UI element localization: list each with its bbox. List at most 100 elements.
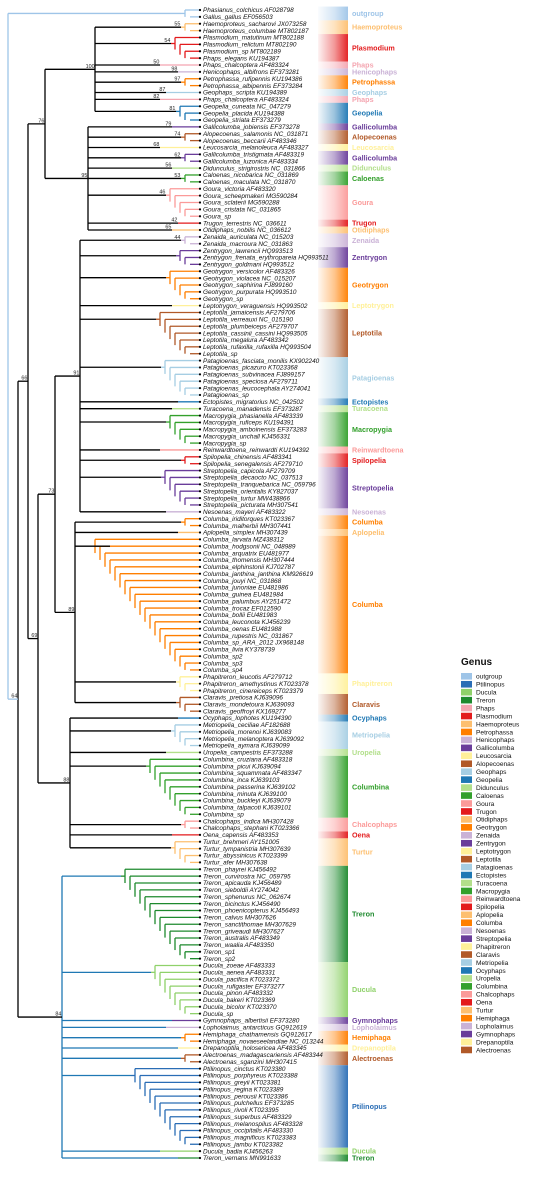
tip-node xyxy=(198,160,202,163)
tip-label: Columba_palumbus AY251472 xyxy=(203,598,291,605)
genus-label: Leucosarcia xyxy=(352,143,395,152)
tip-label: Columba_oenas EU481988 xyxy=(203,626,282,633)
tip-label: Petrophassa_rufipennis KU194386 xyxy=(203,76,303,83)
tip-node xyxy=(198,1012,202,1015)
legend-swatch xyxy=(461,784,472,791)
genus-band xyxy=(318,1147,348,1155)
genus-band xyxy=(318,171,348,186)
legend-swatch xyxy=(461,1006,472,1014)
tip-label: Ducula_bakeri KT023369 xyxy=(203,997,276,1004)
tip-node xyxy=(198,373,202,376)
tip-label: Ducula_bicolor KT023370 xyxy=(203,1004,277,1011)
tip-label: Metriopelia_aymara KJ639099 xyxy=(203,743,290,750)
tip-node xyxy=(198,118,202,122)
tip-node xyxy=(198,895,202,898)
genus-label: Ptilinopus xyxy=(352,1102,387,1111)
genus-label: Ectopistes xyxy=(352,397,388,406)
tip-label: Gallicolumba_jobiensis EF373278 xyxy=(203,124,300,131)
legend-swatch xyxy=(461,919,472,927)
tip-node xyxy=(198,620,202,623)
legend-item-label: Uropelia xyxy=(476,976,501,983)
tip-label: Geotrygon_versicolor AF483326 xyxy=(203,268,295,275)
tip-label: Columbina_sp xyxy=(203,811,244,818)
support-value: 44 xyxy=(174,235,180,241)
tip-label: Gallicolumba_tristigmata AF483319 xyxy=(203,152,304,159)
legend-swatch xyxy=(461,832,472,839)
legend-swatch xyxy=(461,863,472,871)
legend-swatch xyxy=(461,816,472,823)
legend-item-label: Leptotrygon xyxy=(476,849,511,856)
legend-swatch xyxy=(461,871,472,879)
tip-label: Trugon_terrestris NC_036611 xyxy=(203,220,287,227)
tip-node xyxy=(198,1053,202,1056)
tip-node xyxy=(198,1067,202,1070)
legend-swatch xyxy=(461,1022,472,1030)
genus-label: Aplopelia xyxy=(352,528,385,537)
genus-band xyxy=(318,467,348,509)
tip-node xyxy=(198,675,202,678)
genus-label: Caloenas xyxy=(352,174,384,183)
tip-node xyxy=(198,276,202,280)
tip-node xyxy=(198,909,202,912)
tip-label: Claravis_geoffroyi KX169277 xyxy=(203,708,286,715)
genus-bands: outgroupHaemoproteusPlasmodiumPhapsHenic… xyxy=(318,6,405,1163)
legend-swatch xyxy=(461,776,472,783)
tip-label: Columba_jouyi NC_031868 xyxy=(203,578,282,585)
tip-node xyxy=(198,242,202,245)
genus-band xyxy=(318,453,348,468)
tip-label: Zenaida_macroura NC_031863 xyxy=(202,241,293,248)
genus-band xyxy=(318,226,348,234)
tip-label: Patagioenas_picazuro KT023368 xyxy=(203,365,298,372)
tip-label: Columba_sp_ARA_2012 JX968148 xyxy=(203,640,304,647)
legend-item-label: Zentrygon xyxy=(476,841,506,848)
tip-label: Ptilinopus_regina KT023389 xyxy=(203,1086,284,1093)
legend-swatch xyxy=(461,704,472,712)
tip-node xyxy=(198,606,202,610)
genus-label: Claravis xyxy=(352,700,380,709)
tip-label: Streptopelia_tranquebarica NC_059796 xyxy=(203,482,316,489)
legend-item-label: Leptotila xyxy=(476,856,501,863)
tip-node xyxy=(198,63,202,67)
tip-node xyxy=(198,146,202,149)
tip-node xyxy=(198,496,202,500)
genus-band xyxy=(318,865,348,963)
tip-label: Treron_sphenurus NC_062674 xyxy=(203,894,291,901)
tip-label: Spilopelia_senegalensis AF279710 xyxy=(203,461,303,468)
legend-item-label: Turtur xyxy=(476,1008,494,1015)
legend-swatch xyxy=(461,911,472,919)
tip-label: Phaps_elegans KU194387 xyxy=(203,55,279,62)
legend-swatch xyxy=(461,998,472,1006)
tip-node xyxy=(198,428,202,431)
tip-node xyxy=(198,318,202,321)
support-value: 76 xyxy=(38,118,44,124)
tip-label: Geopelia_cuneata NC_047279 xyxy=(203,103,291,110)
tip-node xyxy=(198,1026,202,1029)
tip-node xyxy=(198,421,202,424)
tip-label: Zentrygon_goldmani HQ993512 xyxy=(202,262,294,269)
genus-label: Gallicolumba xyxy=(352,122,398,131)
genus-band xyxy=(318,309,348,358)
tip-node xyxy=(198,840,202,843)
legend-item-label: outgroup xyxy=(476,674,502,681)
tip-label: Columba_leuconota KJ456239 xyxy=(203,619,291,626)
tip-label: Phapitreron_leucotis AF279712 xyxy=(203,674,293,681)
tip-label: Columbina_squammata AF483347 xyxy=(203,770,302,777)
tip-label: Streptopelia_decaocto NC_037513 xyxy=(203,475,303,482)
tip-node xyxy=(198,820,202,823)
tip-label: Drepanoptila_holosericea AF483345 xyxy=(203,1045,307,1052)
legend-item-label: Alopecoenas xyxy=(476,761,515,768)
legend-item-label: Metriopelia xyxy=(476,960,509,967)
tip-label: Oena_capensis AF483353 xyxy=(203,832,279,839)
tip-label: Macropygia_phasianella AF483339 xyxy=(203,413,303,420)
genus-band xyxy=(318,962,348,1018)
legend-swatch xyxy=(461,903,472,911)
tip-label: Patagioenas_leucocephala AY274041 xyxy=(203,385,311,392)
genus-band xyxy=(318,6,348,21)
legend-swatch xyxy=(461,839,472,847)
tip-node xyxy=(198,600,202,603)
genus-label: Goura xyxy=(352,198,374,207)
genus-band xyxy=(318,1051,348,1066)
legend-item-label: Hemiphaga xyxy=(476,1015,510,1022)
support-value: 79 xyxy=(165,121,171,127)
legend-swatch xyxy=(461,760,472,768)
